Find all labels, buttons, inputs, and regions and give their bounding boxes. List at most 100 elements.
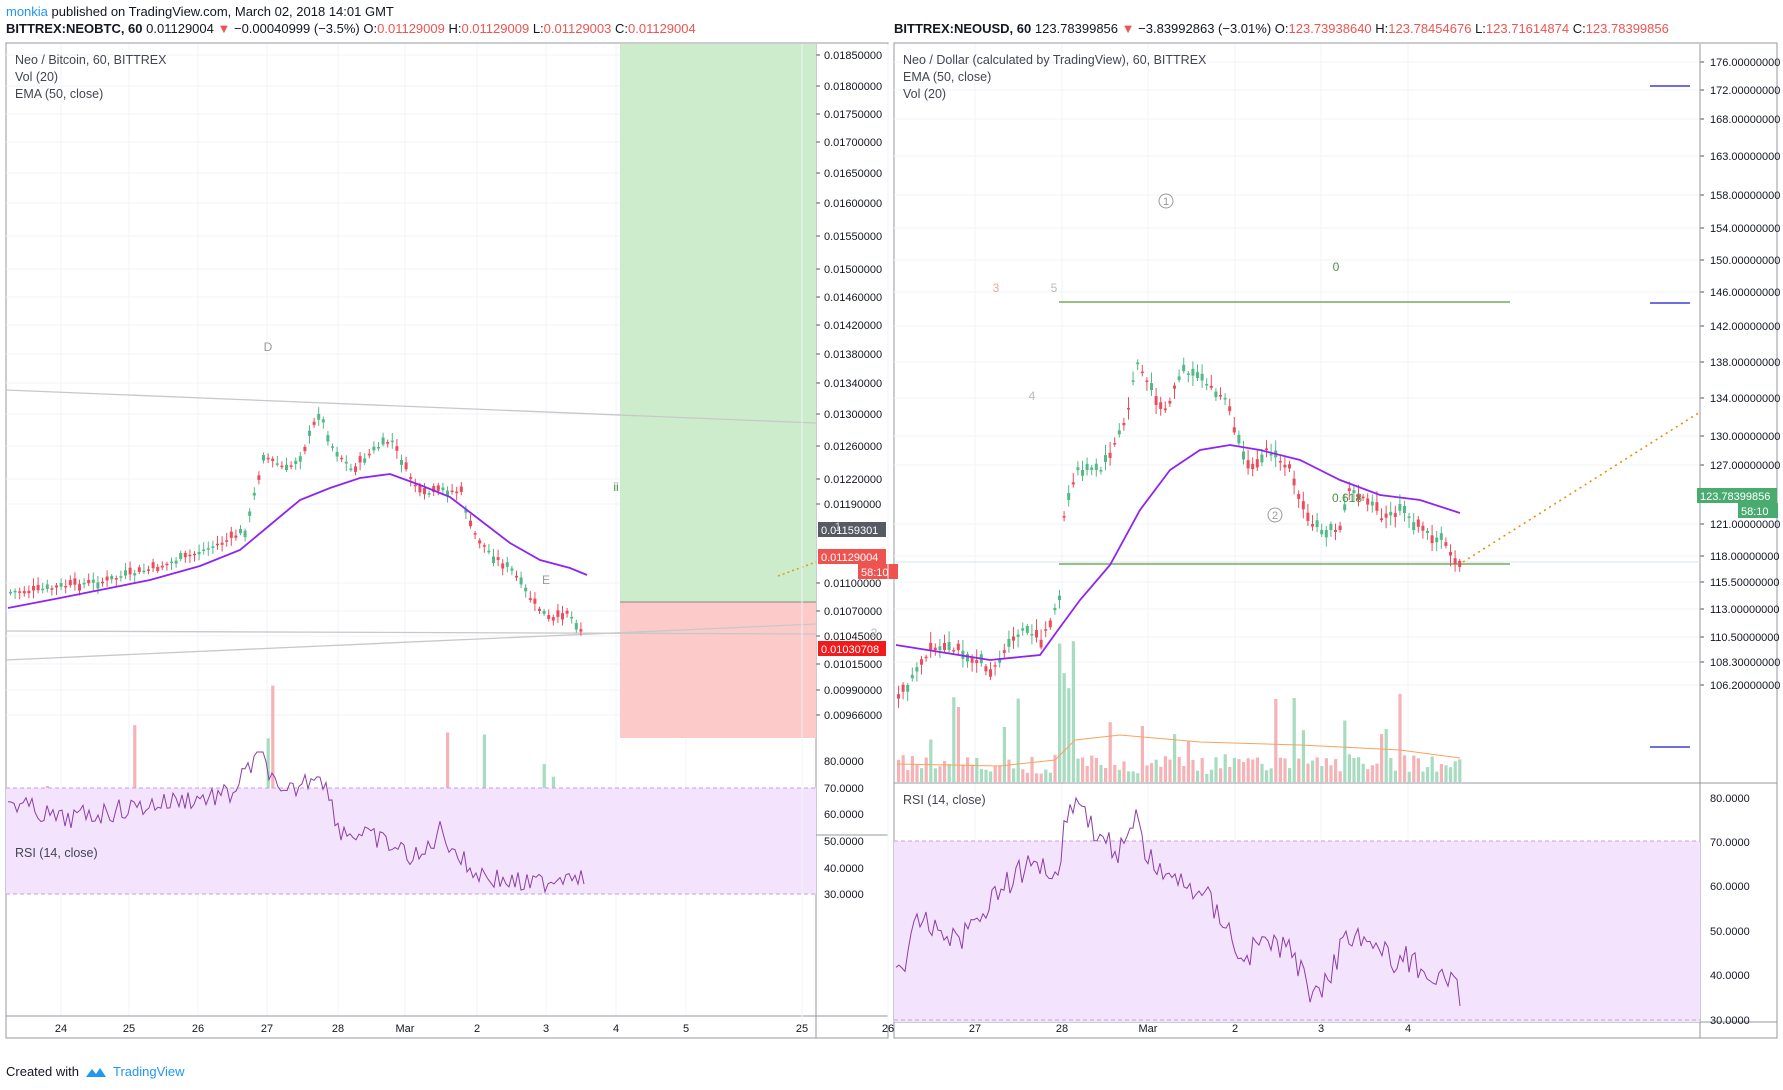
right-candle [1099, 470, 1103, 472]
right-price-tick: 142.00000000 [1710, 321, 1780, 333]
left-candle [377, 446, 380, 449]
right-volume-bar [1113, 764, 1117, 782]
author-link[interactable]: monkia [6, 4, 48, 19]
right-rsi-tick: 30.0000 [1710, 1015, 1750, 1027]
left-candle [271, 458, 275, 461]
right-candle [1067, 493, 1071, 500]
left-candle [524, 587, 528, 592]
right-candle [1393, 513, 1397, 517]
right-volume-bar [1288, 768, 1292, 782]
right-candle [1237, 434, 1241, 444]
right-volume-bar [1177, 757, 1181, 782]
left-time-tick: 4 [613, 1023, 619, 1035]
left-candle [469, 520, 472, 527]
left-candle [22, 591, 26, 594]
left-high-label: H: [448, 21, 462, 36]
right-volume-bar [1232, 758, 1236, 782]
left-candle [510, 568, 514, 571]
left-candle [280, 465, 284, 468]
left-candle [533, 598, 537, 604]
right-annotation: 4 [1029, 389, 1036, 403]
right-price-tick: 130.00000000 [1710, 431, 1780, 443]
right-volume-bar [1435, 771, 1439, 782]
right-volume-bar [1039, 773, 1043, 782]
right-candle [1324, 530, 1328, 538]
right-candle [966, 654, 969, 662]
right-candle [1278, 461, 1282, 463]
left-time-tick: 26 [192, 1023, 204, 1035]
right-candle [1301, 501, 1305, 510]
right-volume-bar [947, 763, 951, 782]
left-candle [450, 490, 454, 493]
left-rsi-tick: 30.0000 [824, 889, 864, 901]
left-candle [349, 468, 353, 471]
right-candle [1329, 523, 1333, 530]
right-candle [1315, 520, 1319, 528]
right-candle [1219, 395, 1222, 397]
right-price-tag [1697, 488, 1777, 503]
left-symbol[interactable]: BITTREX:NEOBTC, 60 [6, 21, 143, 36]
right-volume-bar [1449, 767, 1453, 782]
right-volume-bar [1076, 758, 1080, 782]
right-symbol[interactable]: BITTREX:NEOUSD, 60 [894, 21, 1032, 36]
right-candle [1196, 372, 1199, 378]
right-volume-bar [1117, 769, 1121, 782]
right-volume-bar [1407, 771, 1411, 782]
right-rsi-legend: RSI (14, close) [903, 793, 986, 807]
right-volume-bar [1145, 765, 1149, 782]
right-candle [1209, 385, 1213, 388]
right-volume-bar [1421, 771, 1425, 782]
right-rsi-tick: 70.0000 [1710, 837, 1750, 849]
right-volume-bar [1292, 698, 1296, 782]
left-projection [777, 561, 817, 577]
left-candle [183, 552, 187, 558]
left-candle [335, 452, 339, 457]
right-volume-bar [1090, 755, 1094, 782]
right-candle [1085, 463, 1089, 470]
left-candle [551, 617, 555, 621]
footer-brand[interactable]: TradingView [112, 1064, 185, 1079]
right-candle [956, 643, 960, 650]
left-price-tick: 0.00966000 [824, 710, 882, 722]
right-volume-bar [1412, 755, 1416, 782]
right-volume-bar [1150, 763, 1154, 782]
right-candle [1127, 408, 1130, 410]
left-candle [96, 582, 100, 589]
right-volume-bar [1012, 768, 1016, 782]
right-volume-bar [1311, 760, 1315, 782]
right-volume-bar [1021, 769, 1025, 782]
right-candle [1177, 376, 1181, 381]
right-candle [1352, 490, 1356, 493]
right-candle [1407, 516, 1411, 518]
left-candle [418, 485, 422, 493]
left-open-label: O: [363, 21, 378, 36]
right-volume-bar [1219, 768, 1223, 782]
right-volume-bar [1237, 759, 1241, 782]
right-volume-bar [1403, 755, 1407, 782]
left-candle [478, 540, 482, 544]
right-volume-bar [1274, 698, 1278, 782]
left-candle [308, 430, 311, 436]
left-candle [326, 435, 330, 442]
right-volume-bar [1058, 643, 1062, 782]
right-volume-bar [1283, 758, 1287, 782]
right-candle [901, 684, 905, 692]
right-candle [1191, 368, 1195, 376]
left-candle [239, 528, 242, 534]
right-volume-bar [1384, 729, 1388, 782]
left-stop-zone [620, 602, 816, 738]
left-trendline-lower [5, 623, 817, 661]
left-change-arrow: ▼ [217, 21, 231, 36]
right-candle [1361, 496, 1365, 499]
right-ema-line [895, 444, 1461, 661]
left-candle [156, 567, 160, 572]
right-candle [1173, 385, 1176, 389]
left-price-tick: 0.01045000 [824, 631, 882, 643]
right-candle [1159, 402, 1163, 409]
right-volume-bar [1154, 759, 1158, 782]
right-volume [897, 641, 1462, 782]
left-candle [36, 584, 40, 591]
right-candle [1016, 634, 1020, 637]
right-volume-bar [1044, 769, 1048, 782]
